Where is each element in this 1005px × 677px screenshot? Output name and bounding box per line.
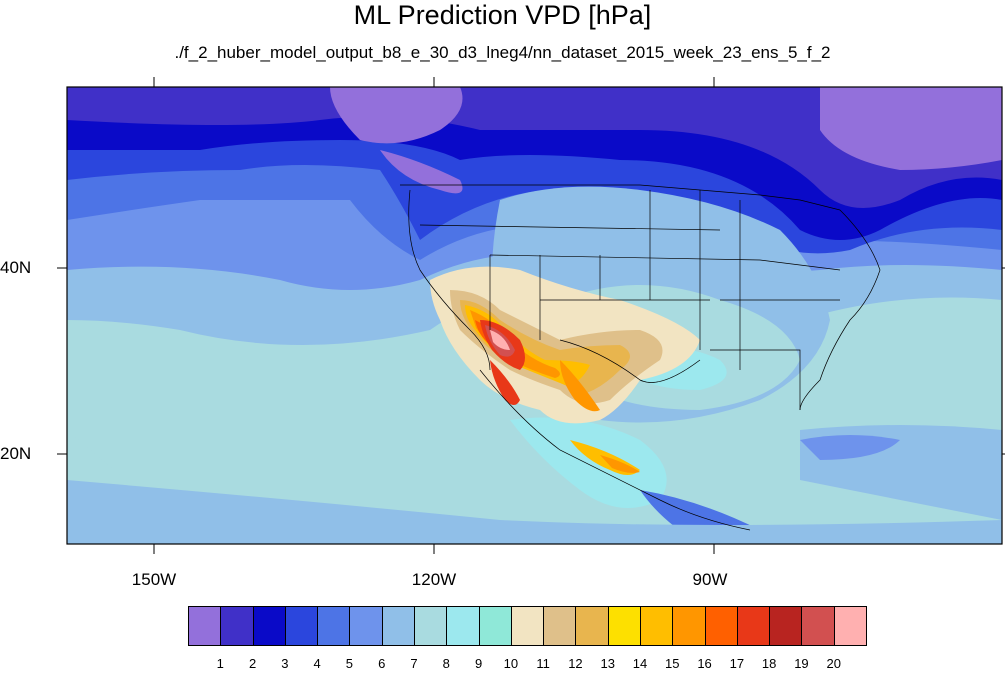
lon-label: 90W [692, 570, 728, 589]
colorbar-swatch [736, 606, 771, 646]
colorbar-swatch [478, 606, 512, 646]
colorbar-label: 10 [503, 656, 519, 671]
colorbar-label: 13 [600, 656, 615, 671]
colorbar-swatch [317, 606, 351, 646]
colorbar-label: 7 [410, 656, 418, 671]
colorbar-swatch [414, 606, 448, 646]
colorbar-swatch [801, 606, 835, 646]
colorbar-swatch [769, 606, 803, 646]
colorbar-swatch [704, 606, 738, 646]
colorbar-label: 1 [216, 656, 224, 671]
colorbar [188, 606, 867, 648]
lat-label: 40N [0, 258, 32, 277]
lon-label: 120W [411, 570, 457, 589]
colorbar-label: 14 [632, 656, 648, 671]
colorbar-label: 17 [729, 656, 745, 671]
colorbar-label: 12 [568, 656, 583, 671]
colorbar-label: 2 [248, 656, 257, 671]
colorbar-swatch [252, 606, 286, 646]
colorbar-swatch [672, 606, 706, 646]
colorbar-swatch [543, 606, 577, 646]
colorbar-label: 15 [665, 656, 680, 671]
colorbar-label: 20 [826, 656, 841, 671]
colorbar-swatch [640, 606, 674, 646]
colorbar-label: 9 [474, 656, 483, 671]
colorbar-label: 16 [697, 656, 712, 671]
colorbar-label: 6 [378, 656, 386, 671]
map-subtitle: ./f_2_huber_model_output_b8_e_30_d3_lneg… [174, 43, 831, 62]
colorbar-swatch [349, 606, 383, 646]
vpd-contours [67, 87, 1002, 544]
colorbar-label: 19 [794, 656, 809, 671]
colorbar-label: 4 [313, 656, 321, 671]
colorbar-swatch [510, 606, 545, 646]
colorbar-label: 5 [345, 656, 354, 671]
lat-label: 20N [0, 444, 32, 463]
colorbar-label: 8 [442, 656, 450, 671]
colorbar-label: 18 [761, 656, 777, 671]
colorbar-swatch [220, 606, 254, 646]
map-title: ML Prediction VPD [hPa] [353, 0, 652, 30]
colorbar-swatch [575, 606, 609, 646]
colorbar-swatch [188, 606, 222, 646]
colorbar-label: 11 [536, 656, 550, 671]
colorbar-swatch [607, 606, 641, 646]
lon-label: 150W [131, 570, 177, 589]
colorbar-swatch [446, 606, 480, 646]
colorbar-swatch [381, 606, 415, 646]
map-frame [66, 86, 1003, 545]
colorbar-label: 3 [281, 656, 289, 671]
state-boundaries [400, 184, 881, 531]
colorbar-swatch [833, 606, 867, 646]
colorbar-swatch [284, 606, 319, 646]
